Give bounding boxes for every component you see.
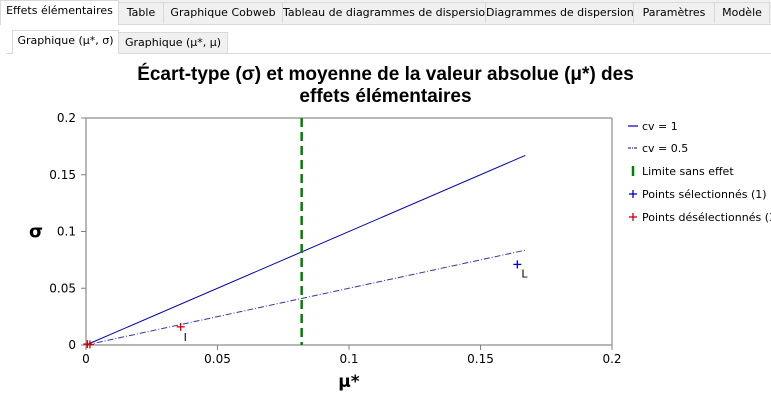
subtab-graphique-mu-mu[interactable]: Graphique (μ*, μ) — [118, 32, 228, 53]
x-tick-label: 0.1 — [339, 352, 358, 366]
y-tick-label: 0.15 — [49, 168, 76, 182]
x-axis-label: μ* — [338, 372, 360, 392]
point-label: I — [184, 331, 187, 344]
tab-parametres[interactable]: Paramètres — [633, 2, 715, 23]
chart-title-line1: Écart-type (σ) et moyenne de la valeur a… — [137, 64, 634, 85]
x-tick-label: 0.15 — [467, 352, 494, 366]
legend-label-cv-0-5: cv = 0.5 — [642, 142, 688, 155]
series-line-cv-0-5 — [85, 249, 526, 346]
y-tick-label: 0 — [68, 338, 76, 352]
x-tick-label: 0.05 — [204, 352, 231, 366]
tab-effets-elementaires[interactable]: Effets élémentaires — [0, 0, 119, 25]
tab-modele[interactable]: Modèle — [714, 2, 770, 23]
tab-diagrammes-dispersion[interactable]: Diagrammes de dispersion — [485, 2, 634, 23]
chart-title-line2: effets élémentaires — [299, 86, 472, 107]
x-tick-label: 0.2 — [602, 352, 621, 366]
subtab-graphique-mu-sigma[interactable]: Graphique (μ*, σ) — [12, 30, 119, 54]
legend-label-limit: Limite sans effet — [642, 165, 734, 178]
chart-title: Écart-type (σ) et moyenne de la valeur a… — [0, 64, 771, 108]
subtab-divider — [6, 53, 771, 54]
main-tab-bar: Effets élémentaires Table Graphique Cobw… — [0, 0, 771, 25]
y-axis-label: σ — [29, 222, 43, 243]
legend-label-selected: Points sélectionnés (1) — [642, 188, 767, 201]
x-tick-label: 0 — [82, 352, 90, 366]
y-tick-label: 0.2 — [57, 111, 76, 125]
tab-tableau-diagrammes-dispersion[interactable]: Tableau de diagrammes de dispersion — [282, 2, 492, 23]
y-tick-label: 0.05 — [49, 281, 76, 295]
legend-label-cv-1: cv = 1 — [642, 120, 678, 133]
legend-label-deselected: Points désélectionnés (3) — [642, 211, 771, 224]
y-tick-label: 0.1 — [57, 225, 76, 239]
tab-graphique-cobweb[interactable]: Graphique Cobweb — [163, 2, 283, 23]
series-line-cv-1 — [85, 154, 526, 346]
point-label: L — [521, 267, 528, 280]
